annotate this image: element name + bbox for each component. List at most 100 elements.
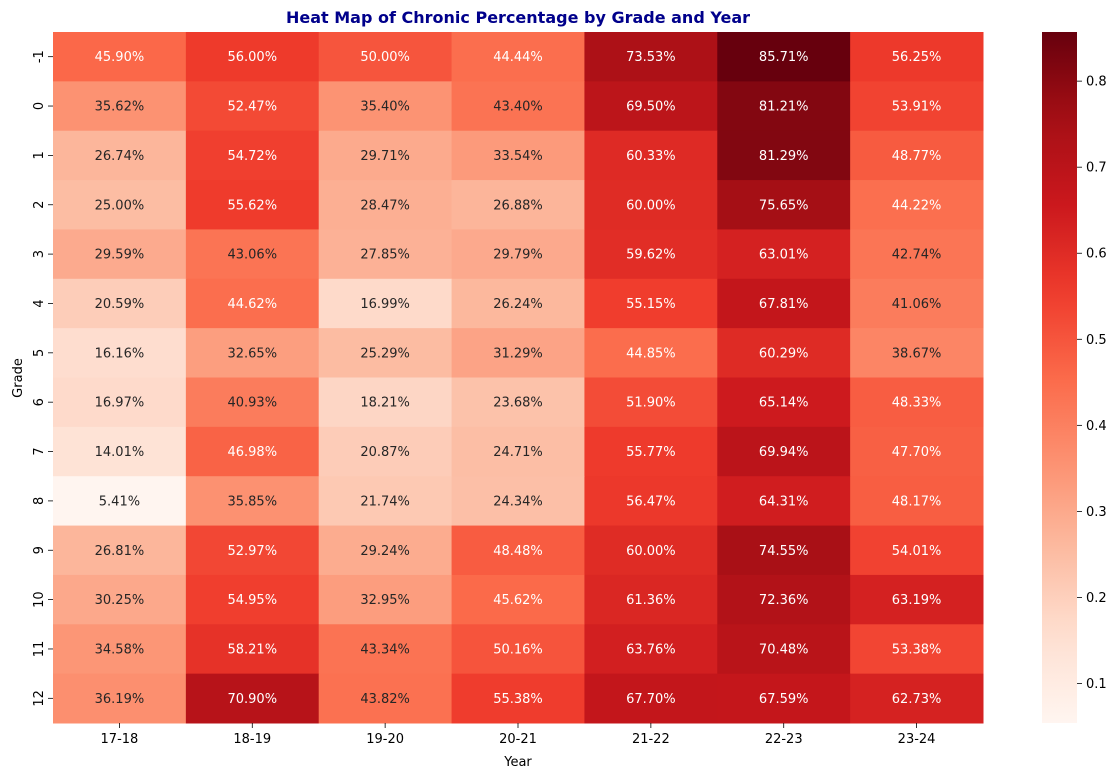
- heatmap-cell: [850, 229, 984, 280]
- cell-value-label: 29.59%: [95, 248, 145, 263]
- heatmap-cell: [53, 180, 187, 230]
- cell-value-label: 65.14%: [759, 396, 809, 411]
- y-tick-label: -1: [32, 50, 47, 63]
- cell-value-label: 21.74%: [360, 494, 410, 509]
- x-tick-label: 17-18: [101, 732, 139, 747]
- heatmap-cell: [53, 476, 187, 527]
- cell-value-label: 31.29%: [493, 346, 543, 361]
- cell-value-label: 52.97%: [227, 544, 277, 559]
- heatmap-cell: [451, 328, 585, 378]
- cell-value-label: 64.31%: [759, 494, 809, 509]
- cell-value-label: 72.36%: [759, 593, 809, 608]
- cell-value-label: 27.85%: [360, 248, 410, 263]
- cell-value-label: 50.00%: [360, 50, 410, 65]
- heatmap-cell: [318, 574, 453, 625]
- heatmap-cell: [717, 624, 851, 675]
- heatmap-cell: [53, 574, 187, 625]
- heatmap-cell: [584, 476, 718, 527]
- colorbar: [1042, 32, 1077, 723]
- cell-value-label: 69.94%: [759, 445, 809, 460]
- cell-value-label: 50.16%: [493, 642, 543, 657]
- x-tick-label: 23-24: [898, 732, 936, 747]
- heatmap-cell: [318, 525, 453, 576]
- cell-value-label: 63.01%: [759, 248, 809, 263]
- heatmap-cell: [53, 624, 187, 675]
- cell-value-label: 36.19%: [95, 692, 145, 707]
- cell-value-label: 81.29%: [759, 149, 809, 164]
- cell-value-label: 40.93%: [227, 396, 277, 411]
- cell-value-label: 35.40%: [360, 100, 410, 115]
- cell-value-label: 44.62%: [227, 297, 277, 312]
- cell-value-label: 75.65%: [759, 198, 809, 213]
- colorbar-tick-label: 0.5: [1086, 333, 1107, 348]
- cell-value-label: 56.25%: [892, 50, 942, 65]
- heatmap-cell: [53, 130, 187, 181]
- cell-value-label: 35.85%: [227, 494, 277, 509]
- cell-value-label: 58.21%: [227, 642, 277, 657]
- cell-value-label: 29.24%: [360, 544, 410, 559]
- heatmap-cell: [185, 377, 320, 428]
- cell-value-label: 48.77%: [892, 149, 942, 164]
- heatmap-cell: [850, 32, 984, 82]
- heatmap-cell: [185, 180, 320, 230]
- cell-value-label: 60.00%: [626, 198, 676, 213]
- heatmap-cell: [318, 426, 453, 477]
- heatmap-cell: [451, 32, 585, 82]
- cell-value-label: 69.50%: [626, 100, 676, 115]
- heatmap-cell: [185, 476, 320, 527]
- heatmap-cell: [53, 32, 187, 82]
- heatmap-cell: [451, 377, 585, 428]
- cell-value-label: 24.34%: [493, 494, 543, 509]
- cell-value-label: 41.06%: [892, 297, 942, 312]
- heatmap-cell: [850, 130, 984, 181]
- heatmap-cell: [451, 624, 585, 675]
- colorbar-tick-label: 0.3: [1086, 505, 1107, 520]
- heatmap-cell: [318, 81, 453, 132]
- heatmap-cell: [318, 32, 453, 82]
- cell-value-label: 26.24%: [493, 297, 543, 312]
- heatmap-cell: [717, 673, 851, 724]
- cell-value-label: 43.34%: [360, 642, 410, 657]
- heatmap-cell: [584, 229, 718, 280]
- heatmap-cell: [850, 278, 984, 329]
- cell-value-label: 5.41%: [99, 494, 140, 509]
- colorbar-tick-label: 0.2: [1086, 591, 1107, 606]
- heatmap-cell: [584, 525, 718, 576]
- y-tick-label: 1: [32, 151, 47, 159]
- cell-value-label: 73.53%: [626, 50, 676, 65]
- cell-value-label: 67.81%: [759, 297, 809, 312]
- y-tick-label: 5: [32, 349, 47, 357]
- cell-value-label: 42.74%: [892, 248, 942, 263]
- heatmap-cell: [185, 81, 320, 132]
- cell-value-label: 70.90%: [227, 692, 277, 707]
- x-tick-label: 22-23: [765, 732, 803, 747]
- heatmap-cell: [318, 624, 453, 675]
- cell-value-label: 54.01%: [892, 544, 942, 559]
- cell-value-label: 44.44%: [493, 50, 543, 65]
- heatmap-cell: [584, 673, 718, 724]
- cell-value-label: 56.47%: [626, 494, 676, 509]
- cell-value-label: 16.99%: [360, 297, 410, 312]
- cell-value-label: 24.71%: [493, 445, 543, 460]
- colorbar-tick-label: 0.4: [1086, 419, 1107, 434]
- colorbar-tick-label: 0.6: [1086, 247, 1107, 262]
- heatmap-cell: [850, 673, 984, 724]
- cell-value-label: 32.65%: [227, 346, 277, 361]
- cell-value-label: 85.71%: [759, 50, 809, 65]
- heatmap-cell: [850, 525, 984, 576]
- heatmap-cell: [850, 81, 984, 132]
- heatmap-cell: [318, 476, 453, 527]
- colorbar-tick-label: 0.1: [1086, 677, 1107, 692]
- cell-value-label: 60.33%: [626, 149, 676, 164]
- heatmap-cell: [717, 32, 851, 82]
- heatmap-cell: [318, 130, 453, 181]
- cell-value-label: 59.62%: [626, 248, 676, 263]
- heatmap-cell: [451, 426, 585, 477]
- heatmap-cell: [318, 278, 453, 329]
- heatmap-cell: [584, 624, 718, 675]
- heatmap-cell: [185, 525, 320, 576]
- heatmap-cell: [451, 574, 585, 625]
- x-tick-label: 18-19: [233, 732, 271, 747]
- cell-value-label: 55.62%: [227, 198, 277, 213]
